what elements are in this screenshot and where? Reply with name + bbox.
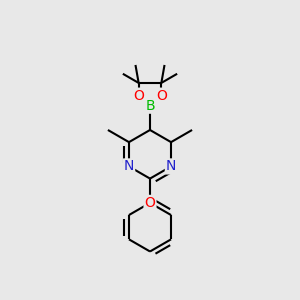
Text: O: O — [156, 89, 167, 103]
Text: N: N — [166, 159, 176, 173]
Text: O: O — [133, 89, 144, 103]
Text: B: B — [145, 99, 155, 113]
Text: N: N — [124, 159, 134, 173]
Text: O: O — [145, 196, 155, 210]
